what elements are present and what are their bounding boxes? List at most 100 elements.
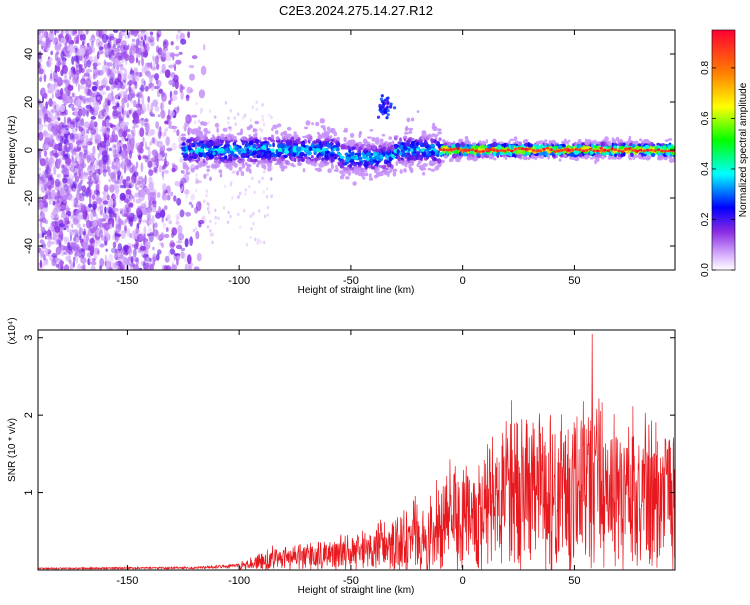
heatmap-cell [245,167,251,173]
heatmap-cell [645,148,650,152]
heatmap-cell [69,75,72,80]
heatmap-cell [500,143,504,147]
heatmap-cell [59,204,67,210]
heatmap-cell [194,120,197,124]
heatmap-cell [54,105,57,110]
colorbar-gradient [711,29,736,271]
heatmap-cell [121,97,125,105]
heatmap-cell [272,158,278,162]
heatmap-cell [130,45,136,52]
heatmap-cell [263,137,268,141]
heatmap-cell [248,184,251,189]
heatmap-cell [620,153,626,157]
heatmap-cell [100,79,107,87]
heatmap-cell [617,139,621,144]
heatmap-cell [109,184,115,193]
heatmap-cell [192,228,196,233]
heatmap-cell [180,247,186,251]
heatmap-cell [108,147,112,152]
heatmap-cell [168,110,175,117]
heatmap-cell [324,150,330,154]
heatmap-cell [438,137,442,142]
heatmap-cell [109,69,113,75]
heatmap-cell [238,191,242,195]
heatmap-cell [202,121,208,127]
heatmap-cell [100,147,105,151]
heatmap-cell [386,162,391,168]
heatmap-cell [38,117,42,126]
heatmap-cell [142,136,145,144]
heatmap-cell [248,136,254,142]
heatmap-cell [90,261,97,266]
heatmap-cell [642,149,646,153]
heatmap-cell [56,50,60,55]
heatmap-cell [281,136,286,140]
heatmap-cell [113,199,117,208]
heatmap-cell [54,44,61,51]
heatmap-cell [404,131,409,135]
heatmap-cell [375,171,381,178]
heatmap-cell [149,191,156,196]
heatmap-cell [145,131,148,136]
heatmap-cell [38,131,44,141]
heatmap-cell [120,171,123,182]
heatmap-cell [78,228,81,238]
heatmap-cell [203,152,207,159]
heatmap-cell [54,108,58,113]
heatmap-cell [117,81,121,91]
heatmap-cell [537,140,541,145]
heatmap-cell [49,150,55,156]
heatmap-cell [109,73,115,78]
heatmap-cell [400,157,404,160]
heatmap-cell [259,136,262,140]
heatmap-cell [104,97,108,107]
heatmap-cell [197,162,203,168]
heatmap-cell [599,146,603,150]
heatmap-cell [85,78,92,88]
heatmap-cell [117,175,120,180]
heatmap-cell [182,185,185,190]
heatmap-cell [378,103,382,107]
heatmap-cell [214,215,217,220]
heatmap-cell [114,260,119,270]
heatmap-cell [206,168,210,172]
heatmap-cell [76,64,78,75]
heatmap-cell [121,107,124,115]
heatmap-cell [84,149,88,155]
heatmap-cell [156,32,160,42]
heatmap-cell [384,100,388,105]
heatmap-cell [188,142,193,148]
heatmap-cell [184,238,189,248]
heatmap-cell [415,142,420,146]
heatmap-cell [418,138,423,142]
heatmap-cell [173,128,177,133]
heatmap-cell [121,103,125,109]
heatmap-cell [54,128,57,136]
heatmap-cell [295,146,302,152]
heatmap-cell [112,207,119,212]
heatmap-cell [55,110,60,120]
heatmap-cell [610,147,614,151]
heatmap-cell [109,261,115,268]
heatmap-cell [243,113,247,118]
heatmap-cell [73,198,76,207]
heatmap-cell [107,224,113,230]
heatmap-cell [237,156,241,160]
heatmap-cell [189,152,192,156]
heatmap-cell [262,190,265,194]
heatmap-cell [216,127,219,133]
heatmap-cell [107,262,110,269]
heatmap-cell [68,98,75,104]
heatmap-cell [149,62,153,69]
heatmap-cell [113,212,117,218]
heatmap-cell [560,140,566,145]
heatmap-cell [135,57,139,64]
heatmap-cell [624,147,629,151]
heatmap-x-label: Height of straight line (km) [298,285,415,296]
heatmap-cell [186,157,192,161]
heatmap-cell [141,95,145,105]
snr-y-tick-label: 1 [23,490,35,496]
heatmap-cell [266,213,269,217]
heatmap-cell [103,184,109,192]
heatmap-cell [56,78,63,84]
